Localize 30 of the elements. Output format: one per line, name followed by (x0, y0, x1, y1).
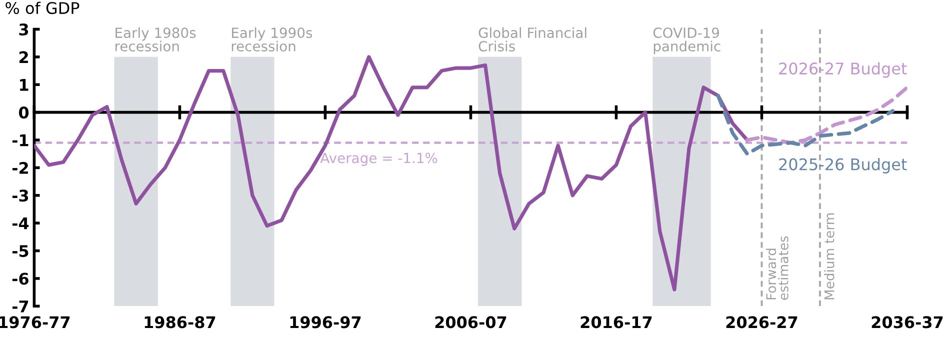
y-axis-title: % of GDP (6, 2, 80, 14)
x-tick-label: 2026-27 (726, 316, 798, 328)
y-tick-label: -7 (12, 300, 28, 312)
y-tick-label: 0 (18, 106, 29, 119)
annotation: Forward estimates (766, 236, 788, 300)
annotation: COVID-19 pandemic (653, 28, 720, 54)
y-tick-label: 3 (19, 23, 28, 36)
line-series (745, 86, 908, 145)
y-tick-label: 1 (20, 79, 28, 91)
x-tick-label: 1996-97 (290, 316, 361, 328)
annotation: Global Financial Crisis (478, 27, 586, 52)
y-tick-label: -5 (12, 245, 28, 258)
annotation: Early 1980s recession (115, 27, 196, 52)
y-tick-label: -4 (12, 218, 29, 230)
y-tick-label: -1 (12, 134, 28, 146)
x-tick-label: 1986-87 (144, 316, 216, 328)
x-tick-label: 2016-17 (580, 316, 652, 328)
series-label: 2025-26 Budget (779, 158, 907, 174)
y-tick-label: -6 (12, 272, 28, 285)
annotation: Medium term (824, 213, 834, 300)
y-tick-label: 2 (19, 51, 28, 63)
line-series (34, 55, 749, 292)
ref-line-label: Average = -1.1% (320, 152, 438, 166)
annotation: Early 1990s recession (232, 27, 312, 52)
x-tick-label: 2036-37 (872, 316, 943, 328)
x-tick-label: 2006-07 (435, 316, 506, 328)
y-tick-label: -2 (12, 162, 28, 174)
line-series (716, 94, 895, 156)
series-label: 2026-27 Budget (779, 62, 907, 78)
y-tick-label: -3 (12, 190, 28, 202)
